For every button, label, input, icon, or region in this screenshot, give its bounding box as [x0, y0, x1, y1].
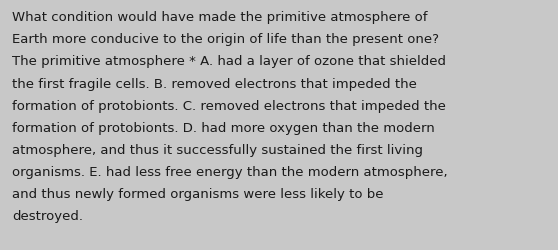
- Text: destroyed.: destroyed.: [12, 209, 83, 222]
- Text: atmosphere, and thus it successfully sustained the first living: atmosphere, and thus it successfully sus…: [12, 143, 424, 156]
- Text: formation of protobionts. C. removed electrons that impeded the: formation of protobionts. C. removed ele…: [12, 99, 446, 112]
- Text: the first fragile cells. B. removed electrons that impeded the: the first fragile cells. B. removed elec…: [12, 77, 417, 90]
- Text: organisms. E. had less free energy than the modern atmosphere,: organisms. E. had less free energy than …: [12, 165, 448, 178]
- Text: What condition would have made the primitive atmosphere of: What condition would have made the primi…: [12, 11, 428, 24]
- Text: Earth more conducive to the origin of life than the present one?: Earth more conducive to the origin of li…: [12, 33, 439, 46]
- Text: and thus newly formed organisms were less likely to be: and thus newly formed organisms were les…: [12, 187, 384, 200]
- Text: The primitive atmosphere * A. had a layer of ozone that shielded: The primitive atmosphere * A. had a laye…: [12, 55, 446, 68]
- Text: formation of protobionts. D. had more oxygen than the modern: formation of protobionts. D. had more ox…: [12, 121, 435, 134]
